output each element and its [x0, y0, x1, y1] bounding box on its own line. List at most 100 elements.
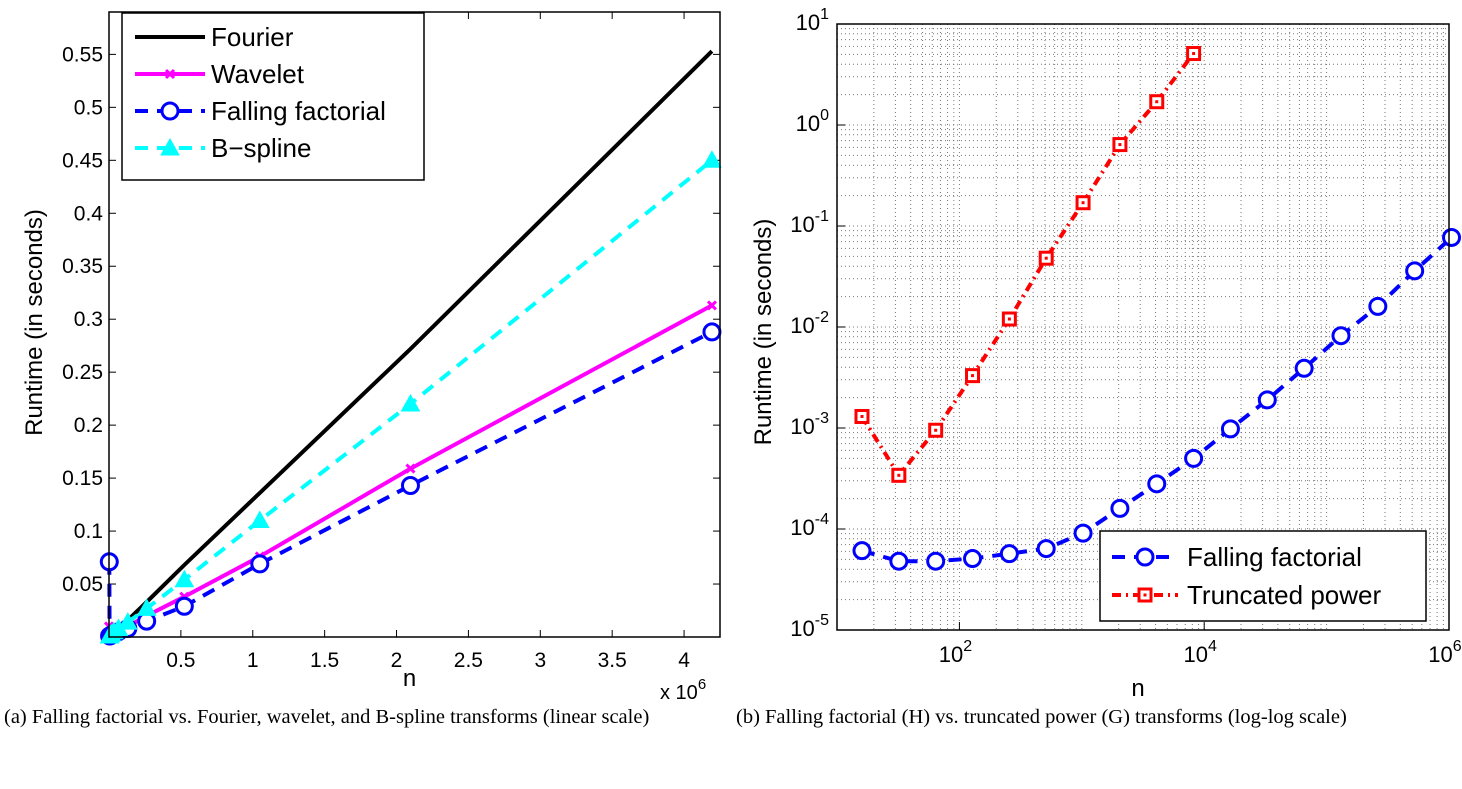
chart-a-ytick-label: 0.4 — [74, 202, 104, 225]
chart-a-legend-item-0-label: Fourier — [211, 22, 294, 52]
chart-b-point-1-8 — [1149, 94, 1165, 110]
chart-b-point-1-7 — [1112, 137, 1128, 153]
chart-b-point-0-3 — [963, 549, 983, 569]
chart-b-grid — [837, 24, 1449, 630]
chart-b-point-0-7 — [1110, 498, 1130, 518]
chart-b-point-1-3 — [965, 368, 981, 384]
chart-a-axes-box — [108, 11, 721, 638]
chart-b-point-0-0 — [852, 541, 872, 561]
chart-b-point-1-6 — [1075, 195, 1091, 211]
chart-b-xtick-label: 104 — [1184, 638, 1217, 667]
chart-a-point-1-10 — [706, 300, 718, 311]
chart-b-ytick-label: 10-5 — [790, 612, 829, 641]
chart-a-ytick-label: 0.05 — [62, 573, 103, 596]
chart-a-ytick-label: 0.5 — [74, 96, 103, 119]
chart-b-ylabel: Runtime (in seconds) — [750, 219, 777, 446]
chart-a-point-3-9 — [400, 393, 421, 412]
chart-b-series-1 — [854, 46, 1202, 483]
chart-b-point-0-14 — [1368, 296, 1388, 316]
chart-b-point-0-9 — [1184, 448, 1204, 468]
chart-a-legend-item-0: Fourier — [135, 22, 294, 52]
chart-a-legend-item-2-label: Falling factorial — [211, 96, 386, 126]
chart-a-ytick-label: 0.55 — [62, 43, 103, 66]
chart-b-xtick-label: 102 — [939, 638, 972, 667]
chart-b-ytick-label: 10-4 — [790, 511, 829, 540]
chart-b-point-0-8 — [1147, 474, 1167, 494]
chart-a-xtick-label: 0.5 — [166, 649, 195, 672]
chart-b-ytick-label: 10-1 — [790, 208, 829, 237]
chart-a-xlabel: n — [403, 665, 416, 692]
chart-a-point-1-9 — [405, 463, 416, 474]
chart-b-ytick-label: 100 — [796, 107, 829, 136]
chart-b-point-1-4 — [1001, 311, 1017, 327]
chart-b-point-0-13 — [1331, 326, 1351, 346]
chart-a-point-2-10 — [400, 476, 420, 496]
chart-b-point-1-9 — [1186, 46, 1202, 62]
chart-a-x-multiplier: x 106 — [660, 676, 706, 700]
chart-b-point-0-5 — [1036, 539, 1056, 559]
chart-b-ytick-label: 10-2 — [790, 309, 829, 338]
chart-a-xtick-label: 3 — [534, 649, 546, 672]
chart-b-point-0-2 — [926, 551, 946, 571]
chart-b-point-0-10 — [1220, 419, 1240, 439]
chart-a-ytick-label: 0.45 — [62, 149, 103, 172]
chart-b-plot-area — [837, 24, 1449, 630]
caption-b: (b) Falling factorial (H) vs. truncated … — [736, 706, 1347, 728]
chart-a-xtick-label: 2 — [391, 649, 403, 672]
chart-b-point-1-1 — [891, 467, 907, 483]
chart-b-legend-item-1-label: Truncated power — [1187, 580, 1381, 610]
chart-b-legend-item-0: Falling factorial — [1112, 542, 1362, 572]
chart-a-ytick-label: 0.35 — [62, 255, 103, 278]
chart-b-xtick-label: 106 — [1428, 638, 1461, 667]
chart-a-point-2-9 — [250, 554, 270, 574]
chart-a-xtick-label: 4 — [678, 649, 690, 672]
chart-a-legend-item-3: B−spline — [135, 133, 311, 163]
chart-a-ytick-label: 0.1 — [74, 520, 103, 543]
chart-a-ytick-label: 0.25 — [62, 361, 103, 384]
chart-a-point-3-8 — [249, 510, 270, 528]
chart-a-point-3-7 — [174, 569, 195, 588]
chart-b-point-0-11 — [1257, 390, 1277, 410]
chart-b-legend-box — [1099, 530, 1427, 622]
chart-a-ytick-label: 0.2 — [74, 414, 103, 437]
chart-a-point-3-6 — [136, 598, 157, 616]
chart-a-xtick-label: 1 — [247, 649, 259, 672]
chart-b-series-0 — [852, 227, 1462, 571]
chart-b-legend-item-0-label: Falling factorial — [1187, 542, 1362, 572]
chart-b-point-1-0 — [854, 408, 870, 424]
chart-b-axes-box — [836, 23, 1450, 631]
chart-b-point-0-15 — [1405, 261, 1425, 281]
chart-a-ylabel: Runtime (in seconds) — [21, 209, 48, 436]
chart-b-point-0-16 — [1442, 227, 1462, 247]
chart-a-linear: 0.5 1 1.5 2 2.5 3 3.5 4 0.05 0.1 0.15 0.2 0.25 0.3 0.3… — [21, 11, 722, 700]
chart-b-series-line-1 — [860, 52, 1196, 479]
chart-a-legend-item-2: Falling factorial — [135, 96, 386, 126]
chart-b-point-0-4 — [999, 544, 1019, 564]
chart-b-point-1-2 — [928, 422, 944, 438]
chart-b-legend: Falling factorial Truncated power — [1099, 530, 1427, 622]
chart-b-point-0-1 — [889, 551, 909, 571]
chart-a-xtick-label: 2.5 — [454, 649, 483, 672]
chart-b-ytick-label: 10-3 — [790, 410, 829, 439]
chart-a-ytick-label: 0.15 — [62, 467, 103, 490]
chart-a-legend-item-3-label: B−spline — [211, 133, 311, 163]
chart-a-legend: Fourier Wavelet Falling factorial B−spline — [121, 12, 425, 181]
chart-a-point-2-11 — [702, 322, 722, 342]
chart-a-point-2-8 — [174, 596, 194, 616]
chart-b-point-0-6 — [1073, 523, 1093, 543]
caption-a: (a) Falling factorial vs. Fourier, wavel… — [4, 706, 650, 728]
chart-b-xlabel: n — [1131, 675, 1144, 700]
chart-a-ytick-label: 0.3 — [74, 308, 103, 331]
chart-b-ytick-label: 101 — [796, 6, 829, 35]
chart-b-point-1-5 — [1038, 250, 1054, 266]
chart-b-point-0-12 — [1294, 358, 1314, 378]
chart-a-legend-item-1-label: Wavelet — [211, 59, 305, 89]
chart-a-xtick-label: 1.5 — [310, 649, 339, 672]
chart-b-loglog: 102 104 106 10-5 10-4 10-3 10-2 10-1 100 101 n Runt… — [750, 6, 1462, 700]
chart-a-legend-item-1: Wavelet — [135, 59, 305, 89]
chart-b-legend-item-1: Truncated power — [1112, 580, 1381, 610]
chart-a-xtick-label: 3.5 — [598, 649, 627, 672]
chart-a-point-3-10 — [702, 150, 722, 168]
chart-a-point-3-5 — [117, 612, 138, 630]
figure: 0.5 1 1.5 2 2.5 3 3.5 4 0.05 0.1 0.15 0.2 0.25 0.3 0.3… — [21, 6, 1462, 700]
